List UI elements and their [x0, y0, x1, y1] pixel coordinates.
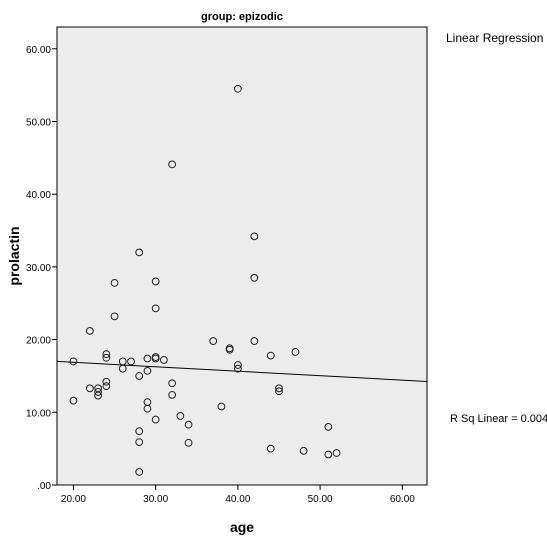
data-points — [69, 84, 341, 476]
data-point — [266, 351, 275, 360]
y-tick-label: 50.00 — [26, 118, 51, 129]
x-tick-label: 50.00 — [308, 494, 333, 505]
y-tick-label: 20.00 — [26, 336, 51, 347]
data-point — [176, 412, 185, 420]
data-point — [159, 356, 168, 364]
x-tick-label: 20.00 — [61, 494, 86, 505]
data-point — [135, 427, 144, 436]
data-point — [217, 402, 226, 411]
data-point — [250, 337, 259, 345]
data-point — [184, 438, 193, 447]
data-point — [250, 232, 259, 241]
data-point — [250, 273, 259, 282]
legend-label: Linear Regression — [446, 31, 543, 45]
x-axis-ticks: 20.00 30.00 40.00 50.00 60.00 — [61, 485, 415, 505]
data-point — [324, 422, 333, 431]
data-point — [275, 384, 283, 393]
data-point — [233, 361, 242, 369]
data-point — [151, 304, 160, 313]
y-tick-label: 40.00 — [26, 190, 51, 201]
data-point — [135, 438, 144, 447]
data-point — [69, 357, 78, 366]
chart-title: group: epizodic — [201, 11, 283, 23]
data-point — [143, 404, 152, 413]
y-tick-label: .00 — [37, 481, 51, 492]
data-point — [233, 84, 242, 93]
data-point — [110, 312, 119, 321]
data-point — [94, 388, 103, 396]
data-point — [102, 382, 111, 391]
data-point — [233, 364, 242, 373]
data-point — [168, 390, 177, 399]
data-point — [85, 384, 94, 393]
y-tick-label: 10.00 — [26, 408, 51, 419]
data-point — [299, 446, 308, 455]
data-point — [266, 444, 275, 453]
y-axis-label: prolactin — [6, 226, 22, 285]
data-point — [324, 450, 333, 459]
data-point — [135, 248, 144, 257]
data-point — [118, 364, 127, 373]
data-point — [209, 337, 218, 345]
x-tick-label: 40.00 — [225, 494, 250, 505]
data-point — [127, 357, 135, 366]
data-point — [135, 372, 144, 380]
data-point — [110, 278, 119, 287]
data-point — [168, 160, 177, 169]
regression-line — [56, 360, 428, 382]
x-tick-label: 30.00 — [143, 494, 168, 505]
data-point — [69, 396, 78, 405]
x-tick-label: 60.00 — [390, 494, 415, 505]
data-point — [168, 379, 177, 388]
data-point — [275, 387, 283, 396]
y-tick-label: 30.00 — [26, 263, 51, 274]
data-point — [151, 415, 160, 424]
data-point — [143, 366, 152, 375]
y-tick-label: 60.00 — [26, 45, 51, 56]
data-point — [85, 326, 94, 335]
data-point — [102, 353, 111, 362]
data-point — [151, 354, 160, 363]
regression-line-group — [56, 360, 428, 382]
data-point — [102, 377, 111, 386]
data-point — [184, 420, 193, 429]
y-axis-ticks: .00 10.00 20.00 30.00 40.00 50.00 60.00 — [26, 45, 57, 492]
data-point — [332, 449, 341, 457]
data-point — [135, 468, 144, 476]
x-axis-label: age — [230, 519, 254, 535]
data-point — [291, 348, 300, 356]
data-point — [94, 391, 103, 400]
data-point — [102, 350, 111, 359]
plot-area — [56, 26, 428, 486]
r-squared-label: R Sq Linear = 0.004 — [450, 413, 547, 425]
data-point — [151, 277, 160, 286]
data-point — [143, 354, 152, 363]
data-point — [225, 345, 234, 354]
